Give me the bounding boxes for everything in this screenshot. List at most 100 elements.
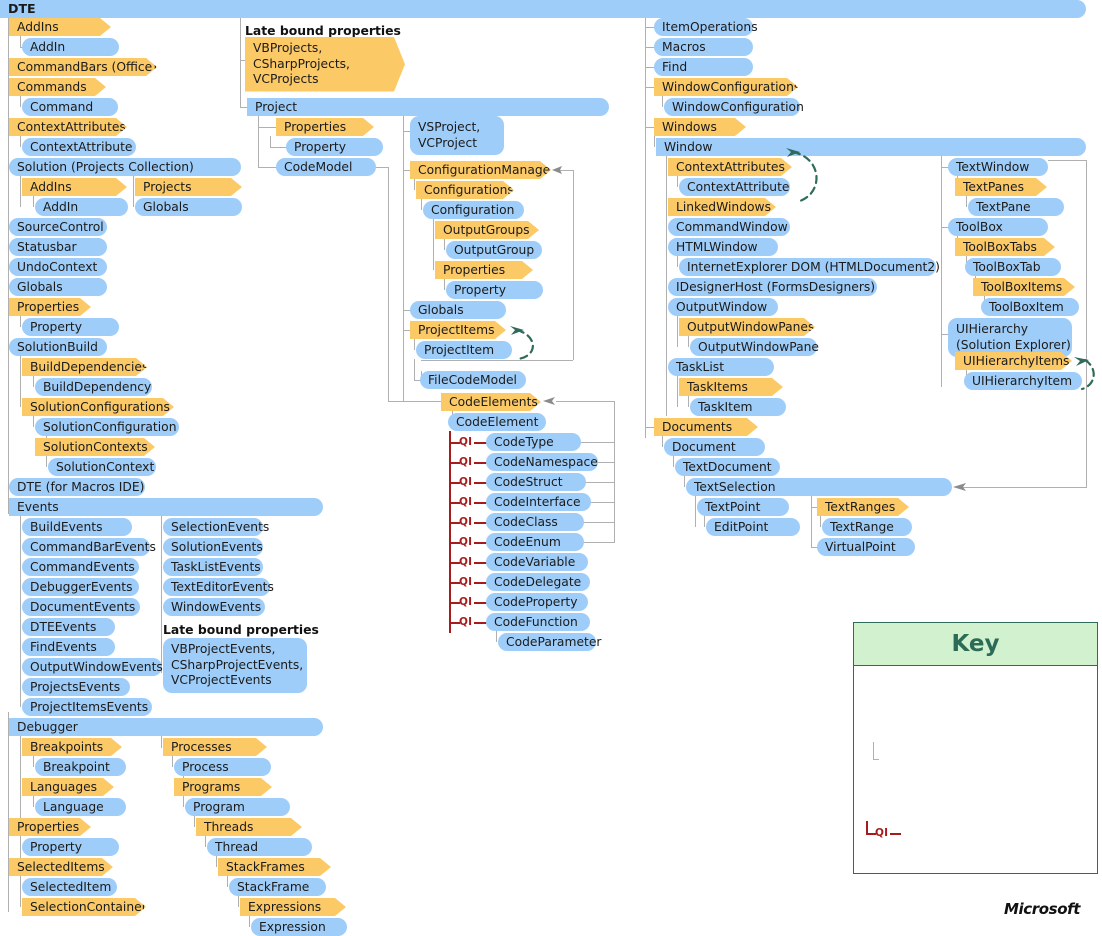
node-textpanes[interactable]: TextPanes (955, 178, 1047, 196)
node-debugger[interactable]: Debugger (9, 718, 323, 736)
node-project-globals[interactable]: Globals (410, 301, 506, 319)
node-addins[interactable]: AddIns (9, 18, 111, 36)
node-project-property[interactable]: Property (286, 138, 383, 156)
node-program[interactable]: Program (185, 798, 290, 816)
node-property[interactable]: Property (22, 318, 119, 336)
node-codefunction[interactable]: CodeFunction (486, 613, 590, 631)
node-taskitem[interactable]: TaskItem (690, 398, 786, 416)
node-codemodel[interactable]: CodeModel (276, 158, 376, 176)
node-outputwindow[interactable]: OutputWindow (668, 298, 778, 316)
node-event-outputwindowevents[interactable]: OutputWindowEvents (22, 658, 163, 676)
node-projectitem[interactable]: ProjectItem (416, 341, 512, 359)
node-solution-addin[interactable]: AddIn (35, 198, 128, 216)
node-globals[interactable]: Globals (9, 278, 107, 296)
node-config-property[interactable]: Property (446, 281, 543, 299)
node-solution-globals[interactable]: Globals (135, 198, 242, 216)
node-event-findevents[interactable]: FindEvents (22, 638, 115, 656)
node-editpoint[interactable]: EditPoint (706, 518, 800, 536)
node-uihierarchy[interactable]: UIHierarchy (Solution Explorer) (948, 318, 1072, 357)
node-event-buildevents[interactable]: BuildEvents (22, 518, 132, 536)
node-codeelements[interactable]: CodeElements (441, 393, 541, 411)
node-textselection[interactable]: TextSelection (686, 478, 952, 496)
node-configuration[interactable]: Configuration (423, 201, 524, 219)
node-contextattribute[interactable]: ContextAttribute (22, 138, 136, 156)
node-builddependencies[interactable]: BuildDependencies (22, 358, 147, 376)
node-codenamespace[interactable]: CodeNamespace (486, 453, 598, 471)
node-solution-addins[interactable]: AddIns (22, 178, 127, 196)
node-breakpoint[interactable]: Breakpoint (35, 758, 126, 776)
node-event-selectionevents[interactable]: SelectionEvents (163, 518, 269, 536)
node-event-texteditorevents[interactable]: TextEditorEvents (163, 578, 274, 596)
node-event-dteevents[interactable]: DTEEvents (22, 618, 115, 636)
node-solutionconfigurations[interactable]: SolutionConfigurations (22, 398, 174, 416)
node-window-contextattribute[interactable]: ContextAttribute (679, 178, 790, 196)
node-textrange[interactable]: TextRange (822, 518, 912, 536)
node-codeelement[interactable]: CodeElement (448, 413, 546, 431)
node-outputwindowpanes[interactable]: OutputWindowPanes (679, 318, 815, 336)
node-project[interactable]: Project (247, 98, 609, 116)
node-configurationmanager[interactable]: ConfigurationManager (410, 161, 551, 179)
node-programs[interactable]: Programs (174, 778, 272, 796)
node-contextattributes[interactable]: ContextAttributes (9, 118, 127, 136)
node-dte-macros-ide[interactable]: DTE (for Macros IDE) (9, 478, 145, 496)
node-event-debuggerevents[interactable]: DebuggerEvents (22, 578, 139, 596)
node-commandbars[interactable]: CommandBars (Office) (9, 58, 157, 76)
node-sourcecontrol[interactable]: SourceControl (9, 218, 107, 236)
node-toolbox[interactable]: ToolBox (948, 218, 1048, 236)
node-windows[interactable]: Windows (654, 118, 746, 136)
node-textdocument[interactable]: TextDocument (675, 458, 780, 476)
node-thread[interactable]: Thread (207, 838, 312, 856)
node-itemoperations[interactable]: ItemOperations (654, 18, 758, 36)
node-event-commandevents[interactable]: CommandEvents (22, 558, 139, 576)
node-dte-root[interactable]: DTE (0, 0, 1086, 18)
node-vsproject-vcproject[interactable]: VSProject, VCProject (410, 116, 504, 155)
node-events[interactable]: Events (9, 498, 323, 516)
node-solutionbuild[interactable]: SolutionBuild (9, 338, 107, 356)
node-debugger-property[interactable]: Property (22, 838, 119, 856)
node-commands[interactable]: Commands (9, 78, 106, 96)
node-project-properties[interactable]: Properties (276, 118, 374, 136)
node-codetype[interactable]: CodeType (486, 433, 581, 451)
node-codeparameter[interactable]: CodeParameter (498, 633, 601, 651)
node-event-documentevents[interactable]: DocumentEvents (22, 598, 140, 616)
node-processes[interactable]: Processes (163, 738, 267, 756)
node-window-contextattributes[interactable]: ContextAttributes (668, 158, 792, 176)
node-command[interactable]: Command (22, 98, 118, 116)
node-expressions[interactable]: Expressions (240, 898, 346, 916)
node-threads[interactable]: Threads (196, 818, 302, 836)
node-configurations[interactable]: Configurations (416, 181, 514, 199)
node-debugger-properties[interactable]: Properties (9, 818, 91, 836)
node-builddependency[interactable]: BuildDependency (35, 378, 152, 396)
node-outputgroups[interactable]: OutputGroups (435, 221, 539, 239)
node-codestruct[interactable]: CodeStruct (486, 473, 586, 491)
node-filecodemodel[interactable]: FileCodeModel (420, 371, 526, 389)
node-stackframe[interactable]: StackFrame (229, 878, 326, 896)
node-solutionconfiguration[interactable]: SolutionConfiguration (35, 418, 179, 436)
node-toolboxtab[interactable]: ToolBoxTab (965, 258, 1061, 276)
node-language[interactable]: Language (35, 798, 126, 816)
node-expression[interactable]: Expression (251, 918, 347, 936)
node-toolboxitem[interactable]: ToolBoxItem (981, 298, 1079, 316)
node-linkedwindows[interactable]: LinkedWindows (668, 198, 776, 216)
node-solution-projects[interactable]: Projects (135, 178, 242, 196)
node-toolboxtabs[interactable]: ToolBoxTabs (955, 238, 1055, 256)
node-event-projectsevents[interactable]: ProjectsEvents (22, 678, 130, 696)
node-late-bound-projects[interactable]: VBProjects, CSharpProjects, VCProjects (245, 37, 405, 92)
node-tasklist[interactable]: TaskList (668, 358, 774, 376)
node-codeenum[interactable]: CodeEnum (486, 533, 584, 551)
node-solutioncontext[interactable]: SolutionContext (48, 458, 156, 476)
node-event-tasklistevents[interactable]: TaskListEvents (163, 558, 263, 576)
node-uihierarchyitem[interactable]: UIHierarchyItem (964, 372, 1082, 390)
node-solution[interactable]: Solution (Projects Collection) (9, 158, 241, 176)
node-selecteditem[interactable]: SelectedItem (22, 878, 117, 896)
node-windowconfigurations[interactable]: WindowConfigurations (654, 78, 798, 96)
node-event-projectitemsevents[interactable]: ProjectItemsEvents (22, 698, 152, 716)
node-commandwindow[interactable]: CommandWindow (668, 218, 790, 236)
node-config-properties[interactable]: Properties (435, 261, 533, 279)
node-process[interactable]: Process (174, 758, 271, 776)
node-projectitems[interactable]: ProjectItems (410, 321, 506, 339)
node-document[interactable]: Document (664, 438, 765, 456)
node-selecteditems[interactable]: SelectedItems (9, 858, 113, 876)
node-textranges[interactable]: TextRanges (817, 498, 909, 516)
node-properties[interactable]: Properties (9, 298, 91, 316)
